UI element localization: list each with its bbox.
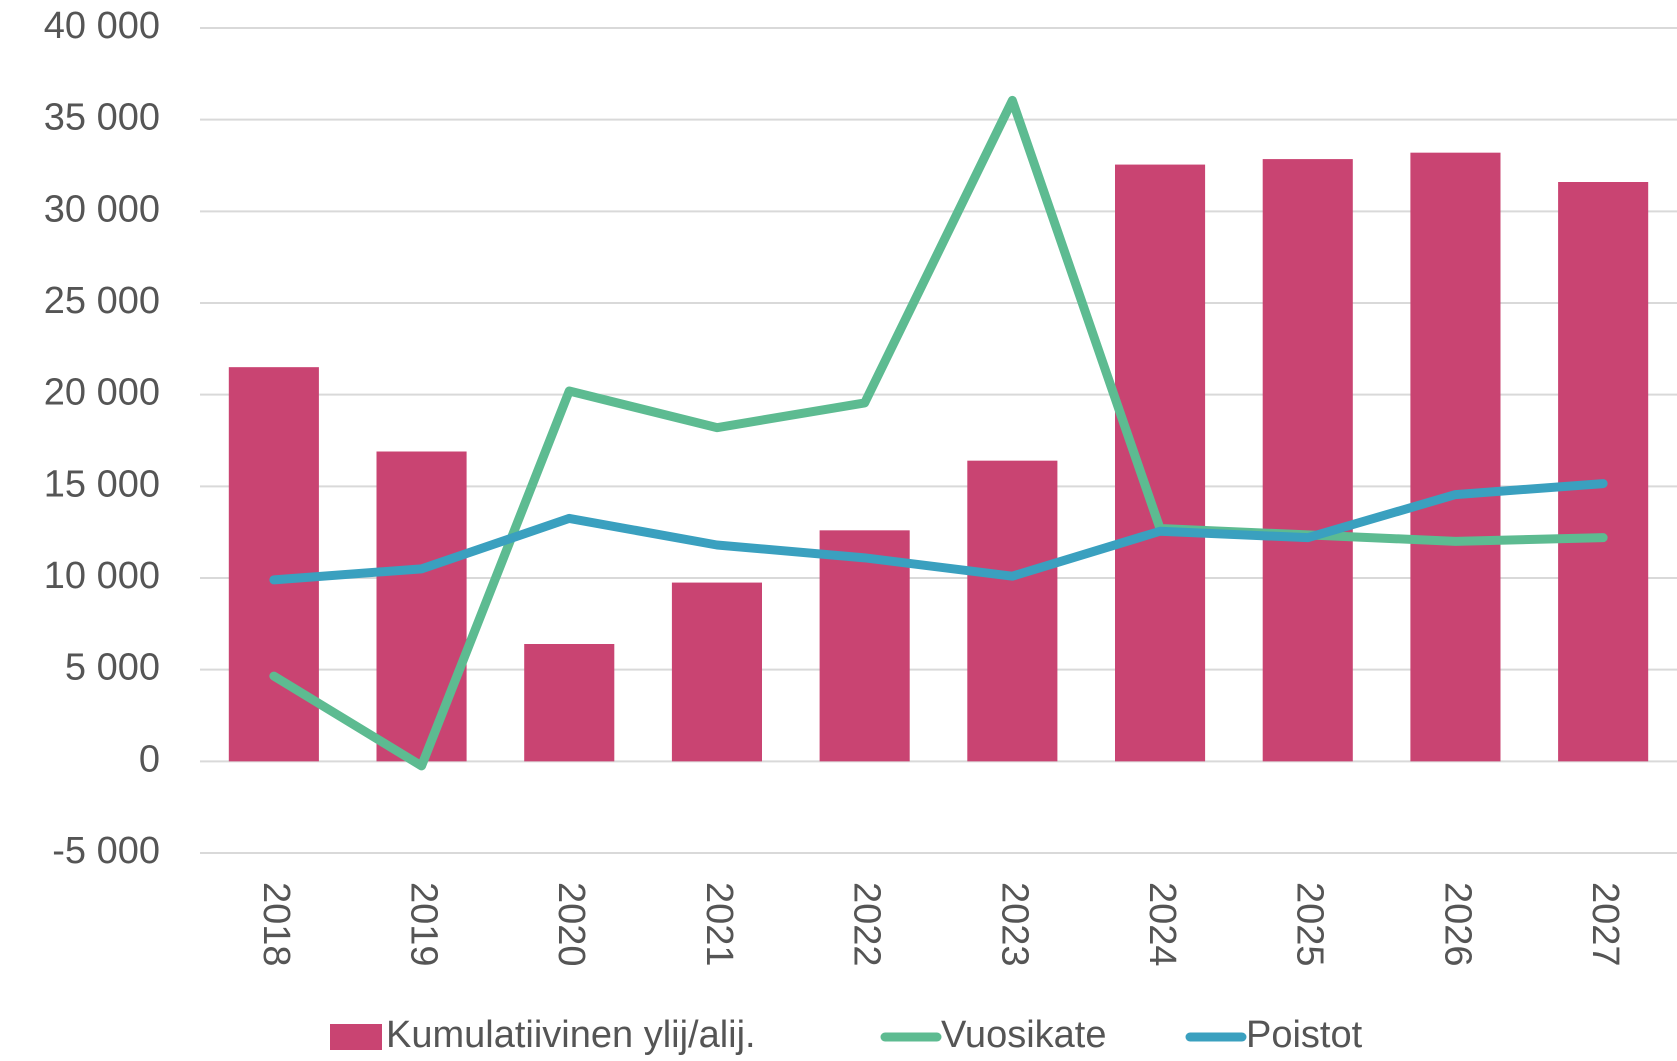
y-tick-label: 25 000 — [44, 280, 160, 322]
y-tick-label: -5 000 — [52, 830, 160, 872]
x-tick-label: 2026 — [1436, 882, 1478, 967]
y-tick-label: 10 000 — [44, 555, 160, 597]
legend-label: Poistot — [1246, 1014, 1363, 1056]
x-tick-label: 2023 — [993, 882, 1035, 967]
y-tick-label: 35 000 — [44, 97, 160, 139]
bar — [228, 367, 319, 762]
bar — [524, 644, 615, 762]
x-tick-label: 2025 — [1289, 882, 1331, 967]
y-tick-label: 15 000 — [44, 463, 160, 505]
legend-swatch — [330, 1024, 382, 1050]
x-tick-label: 2024 — [1141, 882, 1183, 967]
x-tick-label: 2022 — [846, 882, 888, 967]
x-tick-label: 2027 — [1584, 882, 1626, 967]
bar — [376, 451, 467, 762]
x-tick-label: 2020 — [550, 882, 592, 967]
y-tick-label: 20 000 — [44, 372, 160, 414]
bar — [1410, 152, 1501, 762]
bar — [1262, 159, 1353, 762]
bar — [1558, 182, 1649, 762]
legend-label: Kumulatiivinen ylij/alij. — [386, 1014, 756, 1056]
bar — [1115, 164, 1206, 762]
y-tick-label: 5 000 — [65, 647, 160, 689]
y-tick-label: 0 — [139, 738, 160, 780]
legend-label: Vuosikate — [941, 1014, 1106, 1056]
bar — [819, 530, 910, 762]
y-tick-label: 40 000 — [44, 5, 160, 47]
y-tick-label: 30 000 — [44, 188, 160, 230]
x-tick-label: 2018 — [255, 882, 297, 967]
line — [269, 95, 1608, 771]
bar — [967, 460, 1058, 762]
bar — [671, 582, 762, 762]
x-tick-label: 2021 — [698, 882, 740, 967]
line — [269, 479, 1608, 585]
x-tick-label: 2019 — [403, 882, 445, 967]
